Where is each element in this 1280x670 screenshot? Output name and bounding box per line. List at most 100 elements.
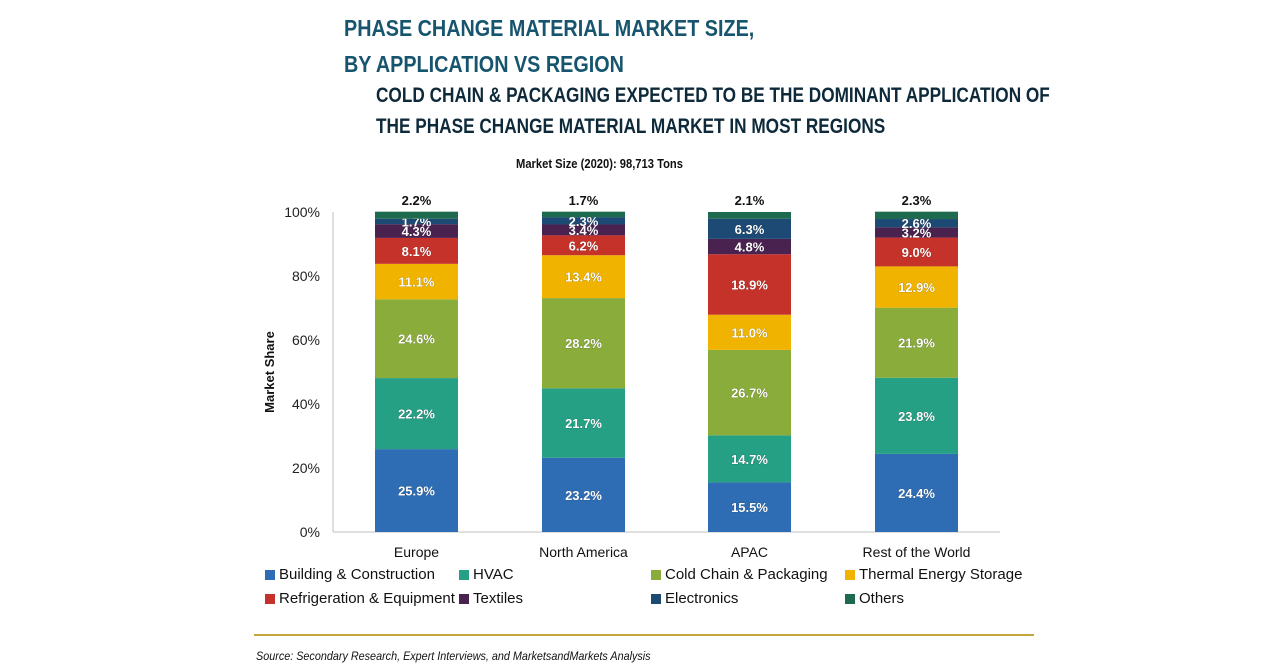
- legend-label: HVAC: [473, 566, 514, 583]
- legend-item: Cold Chain & Packaging: [651, 566, 828, 583]
- bar-segment: [875, 237, 958, 267]
- legend-swatch: [265, 569, 275, 580]
- data-label: 9.0%: [902, 245, 932, 260]
- subtitle-line-2: THE PHASE CHANGE MATERIAL MARKET IN MOST…: [376, 115, 886, 138]
- y-tick-label: 20%: [292, 460, 320, 476]
- data-label: 15.5%: [731, 500, 768, 515]
- source-note: Source: Secondary Research, Expert Inter…: [256, 649, 651, 663]
- data-label: 24.6%: [398, 332, 435, 347]
- bar-segment: [542, 235, 625, 256]
- data-label: 4.8%: [735, 240, 765, 255]
- legend-item: HVAC: [459, 566, 514, 583]
- legend-swatch: [845, 569, 855, 580]
- bar-segment: [375, 218, 458, 225]
- x-tick-label: APAC: [731, 544, 768, 560]
- bar-segment: [875, 227, 958, 238]
- bar-segment: [375, 224, 458, 238]
- bar-segment: [375, 263, 458, 300]
- bar-segment: [875, 377, 958, 454]
- data-label: 14.7%: [731, 452, 768, 467]
- data-label: 18.9%: [731, 277, 768, 292]
- data-label: 3.4%: [569, 223, 599, 238]
- x-tick-label: Europe: [394, 544, 439, 560]
- legend-label: Building & Construction: [279, 566, 435, 583]
- data-label: 11.1%: [398, 275, 435, 290]
- legend-item: Others: [845, 590, 904, 607]
- bar-segment: [375, 211, 458, 219]
- legend-item: Building & Construction: [265, 566, 435, 583]
- data-label: 26.7%: [731, 386, 768, 401]
- data-label: 21.7%: [565, 416, 602, 431]
- data-label-top: 1.7%: [569, 193, 599, 208]
- y-axis-title: Market Share: [262, 331, 277, 413]
- legend-swatch: [651, 593, 661, 604]
- bar-segment: [875, 266, 958, 308]
- bar-segment: [875, 453, 958, 532]
- data-label: 28.2%: [565, 336, 602, 351]
- bar-segment: [542, 457, 625, 532]
- data-label: 6.3%: [735, 222, 765, 237]
- bar-segment: [375, 299, 458, 379]
- bar-segment: [542, 255, 625, 299]
- bar-segment: [542, 217, 625, 225]
- bar-segment: [708, 482, 791, 532]
- legend-item: Electronics: [651, 590, 738, 607]
- data-label: 25.9%: [398, 484, 435, 499]
- market-size-label: Market Size (2020): 98,713 Tons: [516, 156, 683, 171]
- legend-swatch: [845, 593, 855, 604]
- data-label: 4.3%: [402, 224, 432, 239]
- data-label: 6.2%: [569, 238, 599, 253]
- legend-item: Thermal Energy Storage: [845, 566, 1022, 583]
- chart-title: PHASE CHANGE MATERIAL MARKET SIZE, BY AP…: [344, 10, 754, 82]
- legend-label: Refrigeration & Equipment: [279, 590, 455, 607]
- data-label-top: 2.3%: [902, 193, 932, 208]
- title-line-2: BY APPLICATION VS REGION: [344, 51, 624, 77]
- legend-label: Others: [859, 590, 905, 607]
- chart-subtitle: COLD CHAIN & PACKAGING EXPECTED TO BE TH…: [376, 80, 1050, 142]
- footer-divider: [254, 634, 1034, 636]
- y-tick-label: 80%: [292, 268, 320, 284]
- y-tick-label: 60%: [292, 332, 320, 348]
- data-label: 24.4%: [898, 486, 935, 501]
- bar-segment: [542, 388, 625, 458]
- bar-segment: [708, 314, 791, 350]
- legend-item: Textiles: [459, 590, 523, 607]
- data-label: 12.9%: [898, 280, 935, 295]
- bar-segment: [708, 212, 791, 219]
- bar-segment: [542, 224, 625, 236]
- legend-item: Refrigeration & Equipment: [265, 590, 455, 607]
- data-label: 2.6%: [902, 216, 932, 231]
- bar-segment: [875, 307, 958, 378]
- bar-segment: [542, 298, 625, 389]
- legend-label: Electronics: [665, 590, 739, 607]
- y-tick-label: 100%: [284, 204, 320, 220]
- data-label-top: 2.2%: [402, 193, 432, 208]
- title-line-1: PHASE CHANGE MATERIAL MARKET SIZE,: [344, 15, 755, 41]
- data-label: 3.2%: [902, 225, 932, 240]
- data-label: 8.1%: [402, 244, 432, 259]
- x-tick-label: North America: [539, 544, 628, 560]
- data-label: 23.8%: [898, 409, 935, 424]
- data-label: 2.3%: [569, 214, 599, 229]
- bar-segment: [708, 254, 791, 315]
- bar-segment: [708, 238, 791, 255]
- x-tick-label: Rest of the World: [863, 544, 971, 560]
- bar-segment: [875, 219, 958, 228]
- bar-segment: [375, 237, 458, 264]
- y-tick-label: 40%: [292, 396, 320, 412]
- data-label: 21.9%: [898, 336, 935, 351]
- data-label: 13.4%: [565, 270, 602, 285]
- data-label: 23.2%: [565, 488, 602, 503]
- bar-segment: [542, 211, 625, 218]
- data-label-top: 2.1%: [735, 193, 765, 208]
- bar-segment: [875, 211, 958, 220]
- bar-segment: [708, 218, 791, 239]
- legend-swatch: [651, 569, 661, 580]
- legend-label: Textiles: [473, 590, 524, 607]
- bar-segment: [708, 435, 791, 483]
- bar-segment: [375, 378, 458, 450]
- subtitle-line-1: COLD CHAIN & PACKAGING EXPECTED TO BE TH…: [376, 84, 1050, 107]
- bar-segment: [708, 349, 791, 436]
- bar-segment: [375, 449, 458, 532]
